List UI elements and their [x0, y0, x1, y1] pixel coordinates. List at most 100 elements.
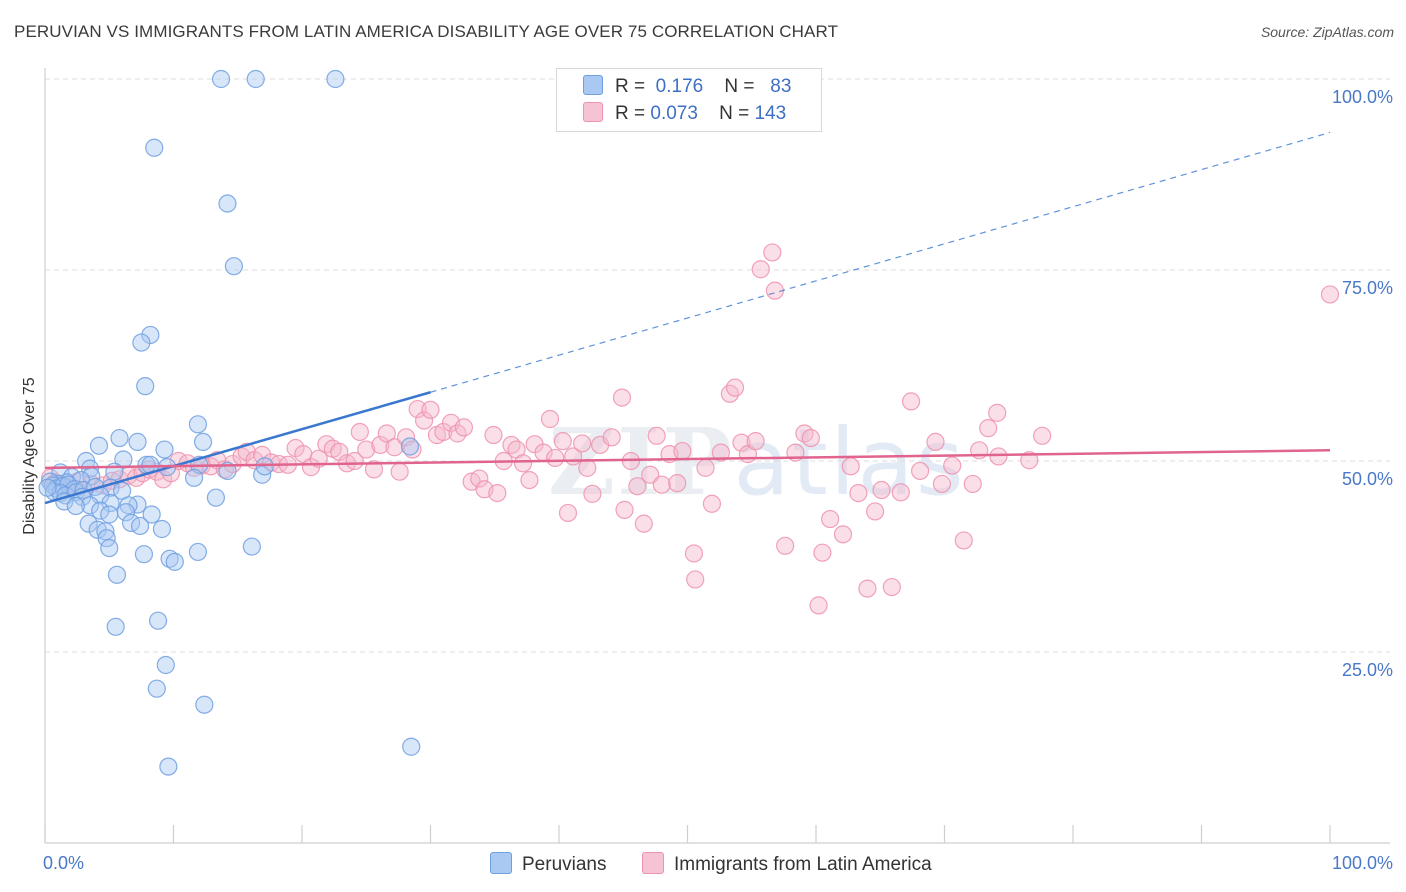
bottom-legend-peruvians: Peruvians [490, 852, 607, 876]
data-point [454, 418, 474, 437]
data-point [702, 494, 722, 513]
data-point [484, 425, 503, 445]
data-point [732, 433, 751, 452]
y-tick-label: 50.0% [1342, 469, 1393, 489]
data-point [696, 458, 715, 477]
watermark: ZIPatlas [548, 408, 966, 516]
legend-n-label: N = [724, 76, 755, 97]
data-point [421, 400, 440, 419]
data-point [910, 461, 930, 481]
data-point [652, 475, 671, 494]
data-point [1033, 426, 1052, 445]
data-point [1020, 451, 1039, 470]
data-point [988, 403, 1007, 422]
data-point [751, 260, 770, 279]
x-tick-label: 0.0% [43, 853, 84, 873]
trend-line-peruvians [44, 391, 431, 505]
data-point [647, 426, 666, 445]
data-point [866, 502, 885, 521]
data-point [943, 456, 962, 475]
data-point [110, 428, 129, 448]
data-point [345, 451, 364, 471]
data-point [540, 409, 560, 429]
data-point [390, 462, 409, 481]
data-point [746, 432, 765, 451]
legend-n-label: N = [719, 103, 750, 124]
data-point [488, 483, 507, 503]
data-point [128, 432, 147, 451]
data-point [66, 496, 85, 516]
series-peruvians [38, 69, 421, 776]
data-point [80, 496, 100, 515]
data-point [558, 503, 578, 523]
data-point [357, 440, 376, 459]
data-point [132, 333, 151, 352]
data-point [206, 488, 226, 507]
data-point [615, 500, 634, 519]
data-point [193, 432, 213, 451]
grid-lines [45, 78, 1390, 653]
y-tick-label: 25.0% [1342, 660, 1393, 680]
data-point [145, 138, 164, 157]
data-point [673, 441, 692, 461]
data-point [414, 411, 434, 430]
x-tick-label: 100.0% [1332, 853, 1393, 873]
legend-row-immigrants: R = 0.073 N = 143 [583, 102, 786, 128]
data-point [858, 579, 877, 598]
data-point [801, 428, 820, 448]
data-point [142, 505, 161, 524]
data-point [963, 474, 982, 494]
legend-row-peruvians: R = 0.176 N = 83 [583, 75, 791, 101]
source-label: Source: ZipAtlas.com [1260, 24, 1394, 40]
data-point [400, 437, 420, 456]
data-point [130, 516, 150, 536]
data-point [255, 457, 274, 476]
data-point [926, 432, 945, 451]
data-point [100, 505, 119, 524]
y-tick-label: 100.0% [1332, 87, 1393, 107]
data-point [578, 458, 597, 477]
data-point [634, 514, 653, 533]
data-point [849, 483, 868, 503]
data-point [553, 432, 572, 451]
data-point [684, 544, 704, 563]
trend-line-peruvians-extension [430, 131, 1331, 393]
data-point [628, 477, 647, 496]
legend-n-value: 83 [770, 76, 792, 97]
data-point [725, 378, 745, 397]
data-point [377, 424, 396, 443]
data-point [385, 438, 404, 457]
data-point [350, 422, 369, 442]
data-point [821, 509, 840, 529]
legend-r-label: R = [615, 76, 646, 97]
data-point [188, 415, 208, 434]
data-point [364, 460, 384, 479]
data-point [602, 428, 621, 447]
data-point [155, 440, 174, 459]
data-point [434, 422, 453, 442]
data-point [38, 478, 57, 497]
data-point [218, 194, 237, 213]
chart-title: PERUVIAN VS IMMIGRANTS FROM LATIN AMERIC… [14, 22, 839, 41]
data-point [686, 570, 705, 589]
data-point [136, 377, 155, 396]
series-layer [38, 69, 1340, 776]
data-point [224, 257, 243, 276]
axes [44, 68, 1390, 844]
watermark-light: atlas [733, 409, 966, 516]
data-point [408, 399, 427, 419]
data-point [641, 465, 660, 484]
data-point [546, 448, 565, 468]
data-point [668, 474, 687, 493]
data-point [165, 552, 184, 571]
data-point [242, 537, 261, 556]
legend-r-label: R = [615, 103, 646, 124]
data-point [402, 737, 421, 756]
data-point [188, 542, 208, 562]
data-point [583, 484, 602, 503]
legend-swatch-immigrants [583, 102, 603, 122]
data-point [148, 611, 168, 630]
bottom-legend-immigrants: Immigrants from Latin America [642, 852, 932, 876]
trend-line-immigrants [44, 449, 1331, 470]
